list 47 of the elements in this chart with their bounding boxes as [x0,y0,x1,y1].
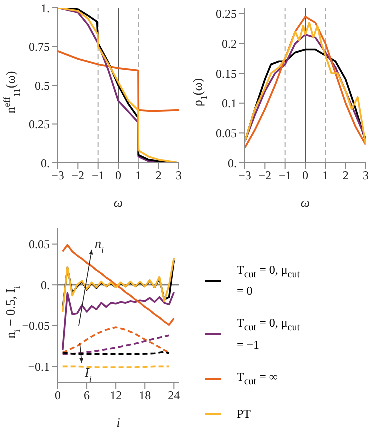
y-tick-label: 0.75 [29,40,50,54]
annotation: I$_{i}$ [84,365,92,384]
line-series [62,292,176,352]
x-tick-label: −2 [72,168,85,183]
annotation: n$_{i}$ [95,236,104,255]
y-tick-label: 0.15 [216,66,237,81]
x-tick-label: 12 [110,388,122,403]
x-tick-label: −1 [278,168,292,183]
x-tick-label: −3 [238,168,252,183]
y-tick-label: 0.1 [222,96,237,111]
text: T$_{cut}$ = 0, μ$_{cut}$ = −1 [237,316,300,352]
y-tick-label: −0.1 [28,360,50,374]
x-tick-label: 2 [156,168,162,183]
x-tick-label: 1 [322,168,329,183]
x-tick-label: −1 [92,168,105,183]
y-tick-label: 0.05 [216,126,237,140]
y-tick-label: 0.25 [216,7,237,22]
x-tick-label: 6 [84,388,90,403]
line-series [62,334,170,356]
line-series [58,50,179,112]
x-tick-label: 0 [116,168,122,183]
y-tick-label: 0. [228,156,237,170]
y-tick-label: 0. [41,156,50,170]
x-axis-title: i [116,415,121,430]
legend-label: T$_{cut}$ = ∞ [237,368,279,390]
line-series [62,326,170,354]
x-tick-label: 1 [136,168,142,183]
x-tick-label: 0 [302,168,308,183]
x-axis-title: ω [300,195,310,210]
y-tick-label: 0.05 [29,238,50,252]
y-tick-label: 0.25 [29,118,50,132]
x-axis-title: ω [114,195,124,210]
x-tick-label: 3 [363,168,369,183]
y-tick-label: 0.5 [35,78,50,93]
y-tick-label: 0. [41,278,50,292]
text: T$_{cut}$ = 0, μ$_{cut}$ = 0 [237,263,300,298]
x-tick-label: 0 [55,388,61,403]
y-tick-label: −0.05 [22,319,50,334]
x-tick-label: −3 [52,168,64,183]
x-tick-label: 24 [168,388,180,403]
x-tick-label: 2 [342,168,349,183]
y-tick-label: 1. [41,1,50,16]
x-tick-label: 18 [139,388,152,403]
x-tick-label: 3 [176,168,182,183]
legend-label: PT [237,406,252,422]
y-tick-label: 0.2 [222,37,237,52]
x-tick-label: −2 [258,168,272,183]
